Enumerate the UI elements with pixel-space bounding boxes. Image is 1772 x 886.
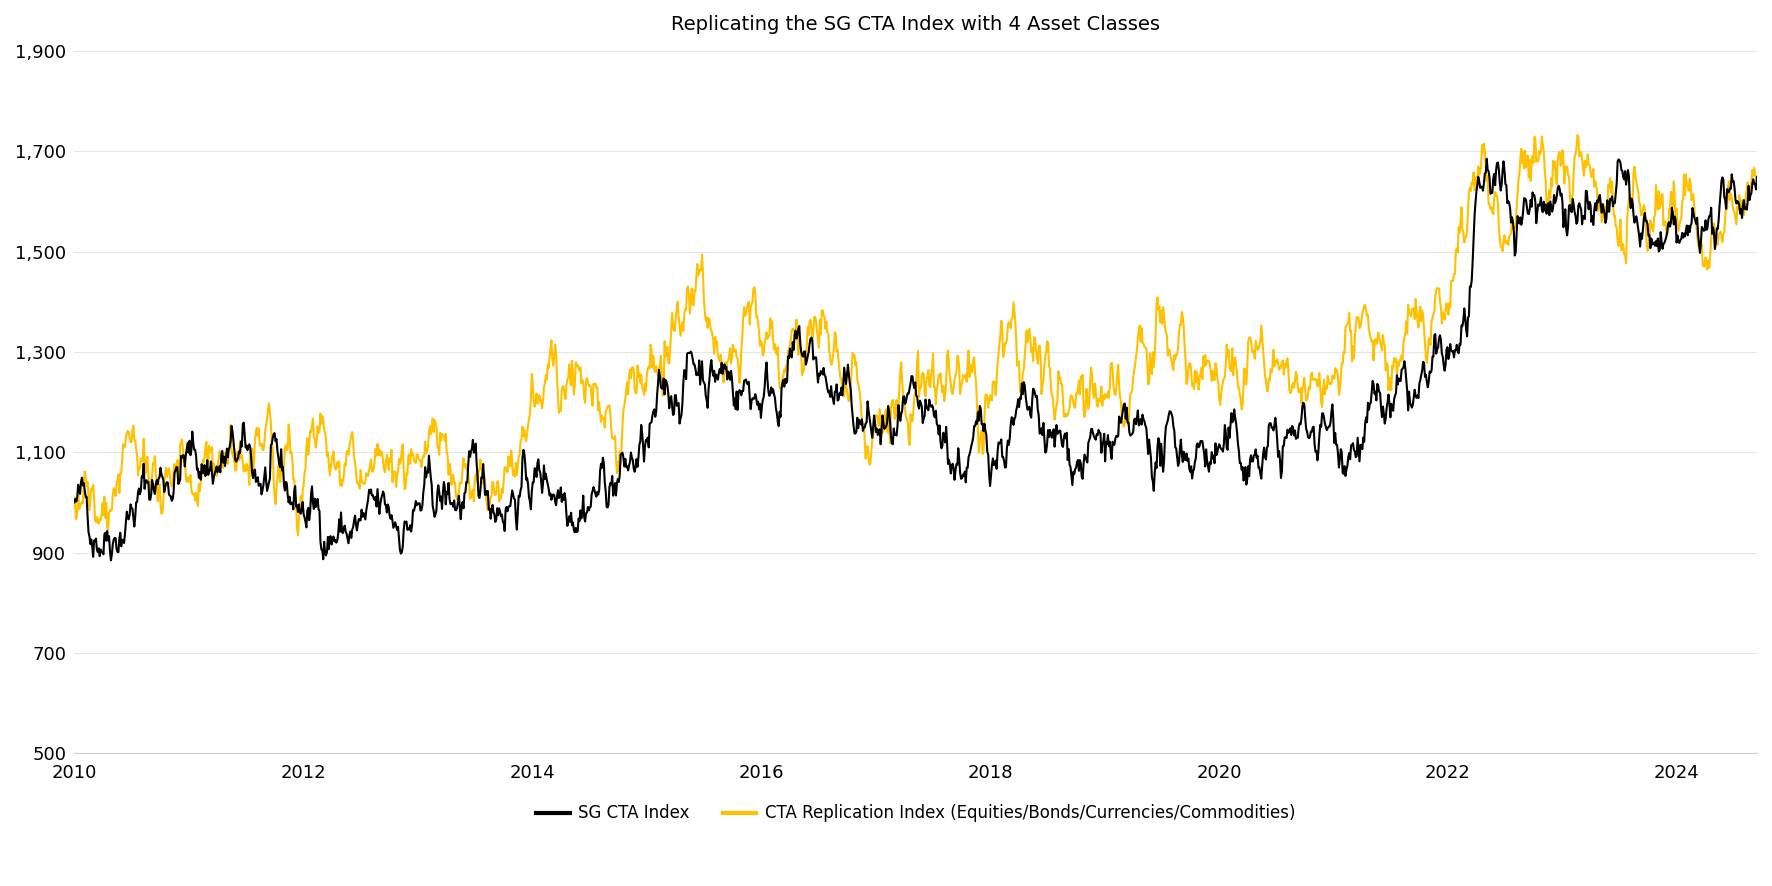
Legend: SG CTA Index, CTA Replication Index (Equities/Bonds/Currencies/Commodities): SG CTA Index, CTA Replication Index (Equ…: [530, 797, 1302, 829]
Title: Replicating the SG CTA Index with 4 Asset Classes: Replicating the SG CTA Index with 4 Asse…: [672, 15, 1161, 34]
